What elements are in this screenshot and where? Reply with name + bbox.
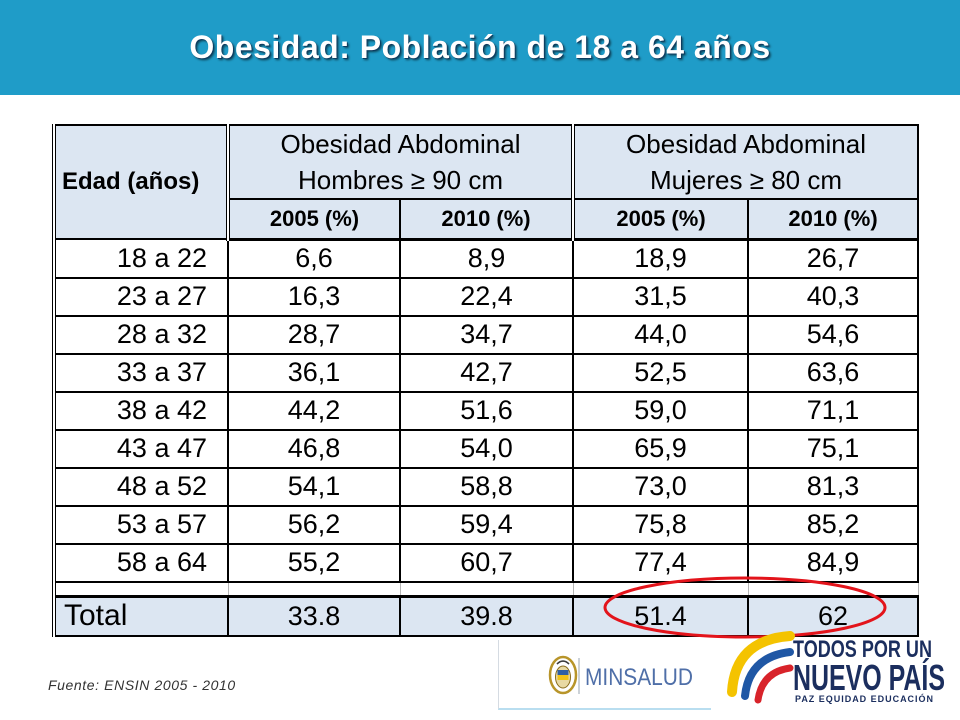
- value-women-2010-cell: 85,2: [747, 504, 920, 545]
- table-row: 18 a 22 6,6 8,9 18,9 26,7: [52, 238, 920, 279]
- value-women-2010-cell: 54,6: [747, 314, 920, 355]
- value-women-2010-cell: 26,7: [747, 238, 920, 279]
- men-group-header: Obesidad Abdominal Hombres ≥ 90 cm: [225, 124, 575, 200]
- age-range-cell: 23 a 27: [52, 276, 229, 317]
- value-women-2010-cell: 71,1: [747, 390, 920, 431]
- age-column-header: Edad (años): [52, 124, 229, 240]
- table-row: 23 a 27 16,3 22,4 31,5 40,3: [52, 276, 920, 317]
- header-row-groups: Edad (años) Obesidad Abdominal Hombres ≥…: [52, 124, 920, 240]
- spacer-cell: [747, 580, 919, 598]
- minsalud-wordmark: MINSALUD: [585, 664, 693, 691]
- age-range-cell: 33 a 37: [52, 352, 229, 393]
- men-group-title: Obesidad Abdominal: [280, 129, 521, 159]
- total-men-2005-cell: 33.8: [227, 595, 401, 637]
- minsalud-logo: MINSALUD: [498, 640, 711, 710]
- coat-of-arms-icon: [548, 655, 578, 695]
- year-header-women-2005: 2005 (%): [571, 198, 750, 241]
- value-women-2005-cell: 75,8: [572, 504, 750, 545]
- table-row: 28 a 32 28,7 34,7 44,0 54,6: [52, 314, 920, 355]
- year-header-men-2010: 2010 (%): [398, 198, 575, 241]
- campaign-logo-graphic: TODOS POR UN NUEVO PAÍS PAZ EQUIDAD EDUC…: [727, 631, 945, 704]
- value-men-2005-cell: 56,2: [227, 504, 401, 545]
- women-group-subtitle: Mujeres ≥ 80 cm: [650, 165, 843, 195]
- value-men-2005-cell: 46,8: [227, 428, 401, 469]
- value-men-2010-cell: 58,8: [398, 466, 575, 507]
- campaign-tagline: PAZ EQUIDAD EDUCACIÓN: [795, 693, 933, 704]
- value-men-2005-cell: 36,1: [227, 352, 401, 393]
- value-men-2005-cell: 54,1: [227, 466, 401, 507]
- value-men-2010-cell: 8,9: [398, 238, 575, 279]
- value-women-2005-cell: 18,9: [572, 238, 750, 279]
- value-men-2010-cell: 34,7: [398, 314, 575, 355]
- title-bar: Obesidad: Población de 18 a 64 años: [0, 0, 960, 95]
- table-row: 38 a 42 44,2 51,6 59,0 71,1: [52, 390, 920, 431]
- value-women-2010-cell: 81,3: [747, 466, 920, 507]
- age-range-cell: 58 a 64: [52, 542, 229, 583]
- value-women-2010-cell: 40,3: [747, 276, 920, 317]
- spacer-cell: [572, 580, 749, 598]
- value-women-2005-cell: 77,4: [572, 542, 750, 583]
- tricolor-swoosh-icon: [727, 631, 795, 704]
- obesity-table: Edad (años) Obesidad Abdominal Hombres ≥…: [52, 124, 920, 637]
- value-men-2005-cell: 16,3: [227, 276, 401, 317]
- age-range-cell: 28 a 32: [52, 314, 229, 355]
- table-row: 58 a 64 55,2 60,7 77,4 84,9: [52, 542, 920, 583]
- value-women-2010-cell: 75,1: [747, 428, 920, 469]
- value-men-2010-cell: 59,4: [398, 504, 575, 545]
- age-range-cell: 53 a 57: [52, 504, 229, 545]
- value-men-2010-cell: 60,7: [398, 542, 575, 583]
- total-men-2010-cell: 39.8: [398, 595, 575, 637]
- women-group-header: Obesidad Abdominal Mujeres ≥ 80 cm: [571, 124, 920, 200]
- value-men-2010-cell: 54,0: [398, 428, 575, 469]
- value-men-2005-cell: 55,2: [227, 542, 401, 583]
- value-women-2010-cell: 84,9: [747, 542, 920, 583]
- table-header: Edad (años) Obesidad Abdominal Hombres ≥…: [52, 124, 920, 241]
- header-row-years: 2005 (%) 2010 (%) 2005 (%) 2010 (%): [54, 198, 920, 241]
- minsalud-logo-graphic: MINSALUD: [548, 655, 693, 695]
- age-range-cell: 18 a 22: [52, 238, 229, 279]
- value-men-2010-cell: 51,6: [398, 390, 575, 431]
- women-group-title: Obesidad Abdominal: [626, 129, 866, 159]
- total-label: Total: [52, 595, 229, 637]
- age-range-cell: 43 a 47: [52, 428, 229, 469]
- spacer-cell: [227, 580, 401, 598]
- table-row: 53 a 57 56,2 59,4 75,8 85,2: [52, 504, 920, 545]
- value-women-2005-cell: 31,5: [572, 276, 750, 317]
- table-row: 48 a 52 54,1 58,8 73,0 81,3: [52, 466, 920, 507]
- slide-title: Obesidad: Población de 18 a 64 años: [189, 29, 771, 65]
- men-group-subtitle: Hombres ≥ 90 cm: [298, 165, 503, 195]
- year-header-women-2010: 2010 (%): [747, 198, 920, 241]
- spacer-cell: [52, 580, 229, 598]
- spacer-cell: [399, 580, 574, 598]
- age-range-cell: 38 a 42: [52, 390, 229, 431]
- campaign-logo: TODOS POR UN NUEVO PAÍS PAZ EQUIDAD EDUC…: [722, 626, 954, 710]
- source-note: Fuente: ENSIN 2005 - 2010: [48, 677, 236, 693]
- year-header-men-2005: 2005 (%): [226, 198, 401, 241]
- campaign-line-1: TODOS POR UN: [793, 636, 932, 663]
- value-men-2005-cell: 6,6: [227, 238, 401, 279]
- value-men-2005-cell: 28,7: [227, 314, 401, 355]
- value-women-2005-cell: 44,0: [572, 314, 750, 355]
- table-body: 18 a 22 6,6 8,9 18,9 26,7 23 a 27 16,3 22,4 31,5…: [52, 238, 920, 583]
- value-men-2010-cell: 42,7: [398, 352, 575, 393]
- table-row: 43 a 47 46,8 54,0 65,9 75,1: [52, 428, 920, 469]
- value-men-2010-cell: 22,4: [398, 276, 575, 317]
- value-women-2005-cell: 65,9: [572, 428, 750, 469]
- age-range-cell: 48 a 52: [52, 466, 229, 507]
- value-women-2005-cell: 59,0: [572, 390, 750, 431]
- table-row: 33 a 37 36,1 42,7 52,5 63,6: [52, 352, 920, 393]
- value-men-2005-cell: 44,2: [227, 390, 401, 431]
- value-women-2005-cell: 52,5: [572, 352, 750, 393]
- spacer-row: [52, 580, 919, 598]
- value-women-2005-cell: 73,0: [572, 466, 750, 507]
- campaign-line-2: NUEVO PAÍS: [793, 657, 945, 698]
- value-women-2010-cell: 63,6: [747, 352, 920, 393]
